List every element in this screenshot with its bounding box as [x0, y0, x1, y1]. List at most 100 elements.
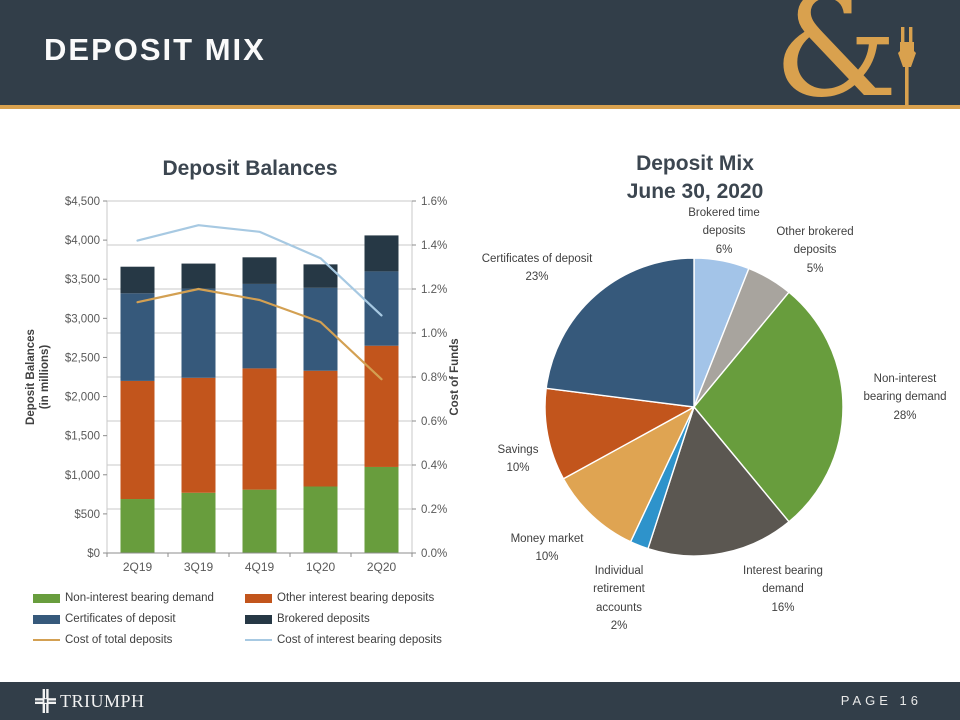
- y-tick-label-left: $4,500: [65, 196, 100, 208]
- pie-label: Savings 10%: [483, 441, 553, 478]
- page-number: PAGE 16: [840, 693, 922, 708]
- legend-label: Other interest bearing deposits: [277, 592, 435, 604]
- pie-chart-title: Deposit Mix June 30, 2020: [485, 150, 905, 206]
- legend-item: Cost of interest bearing deposits: [245, 634, 470, 646]
- pie-label: Interest bearing demand 16%: [721, 562, 845, 617]
- line-series: [136, 287, 383, 381]
- legend-swatch-icon: [245, 639, 272, 641]
- bar-segment: [120, 266, 155, 294]
- plug-icon: [898, 27, 916, 105]
- bar-segment: [303, 370, 338, 487]
- y-tick-label-right: 0.0%: [421, 548, 447, 560]
- header-accent-rule: [0, 105, 960, 109]
- y-tick-label-left: $0: [87, 548, 100, 560]
- legend-item: Cost of total deposits: [33, 634, 245, 646]
- bar-segment: [181, 377, 216, 493]
- line-series: [136, 224, 383, 317]
- y-tick-label-right: 0.4%: [421, 460, 447, 472]
- y-tick-label-left: $1,500: [65, 431, 100, 443]
- triumph-cross-icon: [35, 689, 56, 713]
- pie-label: Other brokered deposits 5%: [761, 223, 869, 278]
- bar-segment: [181, 492, 216, 553]
- legend-label: Cost of total deposits: [65, 634, 173, 646]
- y-tick-label-left: $2,000: [65, 392, 100, 404]
- y-tick-label-right: 1.0%: [421, 328, 447, 340]
- pie-label-text: Savings: [497, 444, 539, 456]
- pie-slice: [545, 257, 695, 408]
- pie-label-pct: 23%: [525, 271, 549, 284]
- pie-label-pct: 6%: [715, 243, 733, 256]
- x-tick-label: 1Q20: [306, 560, 336, 574]
- bar-segment: [242, 257, 277, 284]
- bar-segment: [181, 288, 216, 378]
- ampersand-logo-icon: &: [773, 0, 898, 105]
- pie-label-text: Individual retirement accounts: [593, 565, 645, 614]
- bar-segment: [120, 499, 155, 553]
- legend-swatch-icon: [245, 614, 272, 624]
- y-tick-label-left: $1,000: [65, 470, 100, 482]
- slide-header: DEPOSIT MIX &: [0, 0, 960, 105]
- y-axis-title-left: Deposit Balances: [25, 329, 37, 425]
- deposit-mix-pie-chart: [544, 257, 844, 557]
- y-tick-label-right: 1.2%: [421, 284, 447, 296]
- x-tick-label: 2Q19: [123, 560, 153, 574]
- y-tick-label-right: 0.6%: [421, 416, 447, 428]
- bar-segment: [120, 380, 155, 500]
- bar-segment: [181, 263, 216, 289]
- brand-lockup: TRIUMPH: [35, 689, 145, 713]
- page-title: DEPOSIT MIX: [44, 32, 266, 67]
- pie-label-pct: 28%: [893, 409, 917, 422]
- legend-item: Brokered deposits: [245, 613, 470, 625]
- pie-label-text: Non-interest bearing demand: [863, 373, 947, 404]
- bar-segment: [303, 486, 338, 553]
- pie-label-text: Interest bearing demand: [743, 565, 823, 596]
- legend-item: Certificates of deposit: [33, 613, 245, 625]
- legend-item: Other interest bearing deposits: [245, 592, 470, 604]
- legend-swatch-icon: [33, 593, 60, 603]
- bar-segment: [242, 283, 277, 369]
- pie-title-line2: June 30, 2020: [626, 180, 764, 203]
- y-tick-label-left: $500: [74, 509, 100, 521]
- x-tick-label: 3Q19: [184, 560, 214, 574]
- y-axis-title-left-sub: (in millions): [39, 345, 51, 410]
- bar-chart-legend: Non-interest bearing demand Other intere…: [33, 592, 470, 646]
- pie-label: Non-interest bearing demand 28%: [855, 370, 955, 425]
- bar-segment: [364, 345, 399, 467]
- pie-slice: [647, 406, 790, 557]
- legend-item: Non-interest bearing demand: [33, 592, 245, 604]
- pie-label-pct: 5%: [806, 262, 824, 275]
- legend-swatch-icon: [245, 593, 272, 603]
- pie-label-text: Certificates of deposit: [481, 253, 593, 265]
- pie-label: Certificates of deposit 23%: [480, 250, 594, 287]
- bar-segment: [364, 235, 399, 272]
- slide-footer: TRIUMPH PAGE 16: [0, 682, 960, 720]
- x-tick-label: 2Q20: [367, 560, 397, 574]
- legend-swatch-icon: [33, 614, 60, 624]
- y-tick-label-left: $2,500: [65, 352, 100, 364]
- pie-label: Brokered time deposits 6%: [672, 204, 776, 259]
- bar-segment: [303, 264, 338, 288]
- y-axis-title-right: Cost of Funds: [449, 338, 461, 415]
- pie-label-text: Money market: [510, 533, 584, 545]
- bar-segment: [364, 271, 399, 346]
- pie-label-pct: 10%: [506, 462, 530, 475]
- bar-segment: [364, 466, 399, 553]
- bar-segment: [242, 368, 277, 490]
- y-tick-label-left: $3,500: [65, 274, 100, 286]
- pie-label: Individual retirement accounts 2%: [574, 562, 664, 636]
- legend-label: Cost of interest bearing deposits: [277, 634, 442, 646]
- pie-label-text: Other brokered deposits: [776, 226, 854, 257]
- bar-segment: [120, 293, 155, 381]
- bar-segment: [242, 489, 277, 553]
- legend-label: Certificates of deposit: [65, 613, 176, 625]
- y-tick-label-right: 0.2%: [421, 504, 447, 516]
- pie-label-pct: 2%: [610, 620, 628, 633]
- pie-slice: [693, 291, 844, 523]
- y-tick-label-left: $4,000: [65, 235, 100, 247]
- x-tick-label: 4Q19: [245, 560, 275, 574]
- deposit-balances-chart: $0 $500 $1,000 $1,500 $2,000 $2,500 $3,000 $3,5…: [25, 196, 461, 574]
- bar-segment: [303, 287, 338, 371]
- legend-label: Non-interest bearing demand: [65, 592, 214, 604]
- brand-name: TRIUMPH: [60, 690, 145, 711]
- legend-swatch-icon: [33, 639, 60, 641]
